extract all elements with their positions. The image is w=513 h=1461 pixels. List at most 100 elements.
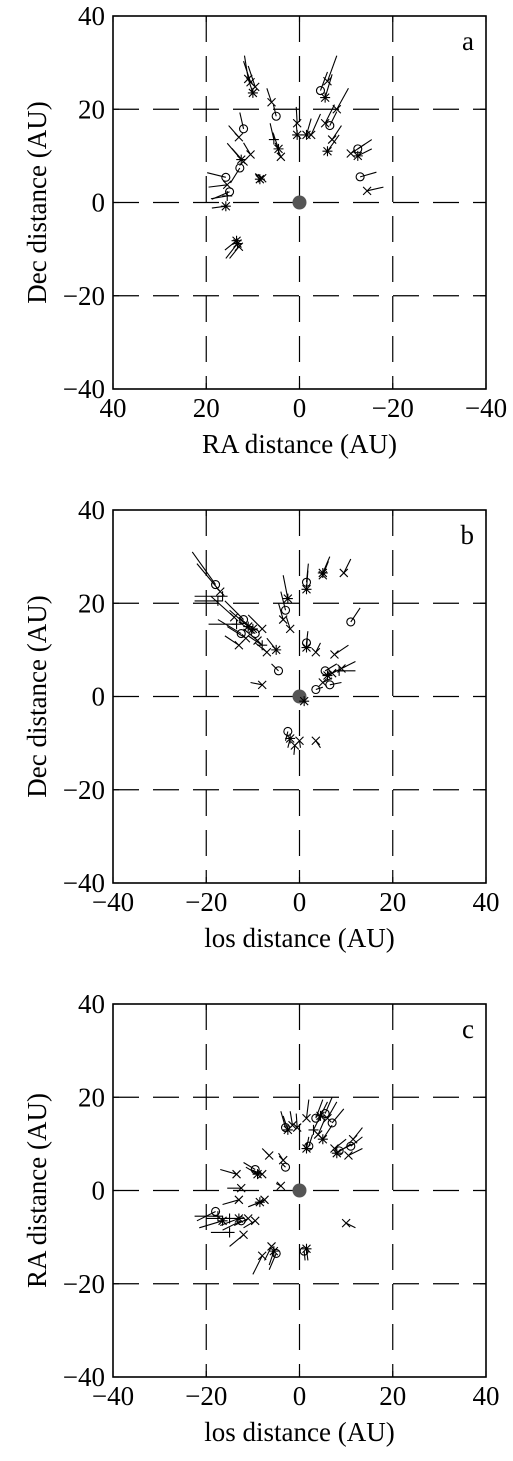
data-point xyxy=(327,1108,345,1128)
vector-line xyxy=(282,575,289,599)
y-tick-label: 0 xyxy=(92,682,106,712)
data-point xyxy=(194,1211,223,1222)
vector-line xyxy=(305,1099,310,1119)
asterisk-marker xyxy=(320,92,331,103)
y-tick-label: −20 xyxy=(63,775,105,805)
vector-line xyxy=(319,71,328,91)
cross-marker xyxy=(257,1251,267,1261)
vector-line xyxy=(317,1118,326,1135)
vector-line xyxy=(274,142,282,158)
asterisk-marker xyxy=(268,1246,279,1257)
cross-marker xyxy=(292,118,302,128)
data-point xyxy=(295,736,304,748)
cross-marker xyxy=(332,104,342,114)
x-tick-label: 20 xyxy=(193,393,220,423)
cross-marker xyxy=(362,186,372,196)
cross-marker xyxy=(250,1216,260,1226)
cross-marker xyxy=(323,76,332,86)
data-point xyxy=(210,1227,235,1238)
vector-line xyxy=(264,1246,273,1261)
vector-line xyxy=(324,663,338,672)
cross-marker xyxy=(285,624,295,634)
vector-line xyxy=(284,731,289,741)
vector-line xyxy=(269,123,275,140)
y-tick-label: 0 xyxy=(92,1176,106,1206)
data-point xyxy=(245,1166,263,1180)
circle-marker xyxy=(271,111,281,121)
asterisk-marker xyxy=(322,146,333,157)
data-point xyxy=(247,614,267,634)
asterisk-marker xyxy=(301,1143,312,1154)
data-point xyxy=(264,1242,276,1261)
asterisk-marker xyxy=(254,174,265,185)
data-point xyxy=(227,1183,246,1193)
asterisk-marker xyxy=(331,1148,342,1159)
data-point xyxy=(346,1136,363,1151)
vector-line xyxy=(338,1143,354,1152)
x-tick-label: 40 xyxy=(473,887,500,917)
data-point xyxy=(330,1138,347,1153)
x-tick-label: 20 xyxy=(379,1381,406,1411)
data-point xyxy=(325,111,338,131)
data-point xyxy=(301,118,312,140)
data-point xyxy=(353,139,373,154)
y-tick-label: −20 xyxy=(63,281,105,311)
plus-marker xyxy=(217,591,228,602)
cross-marker xyxy=(257,624,267,634)
vector-line xyxy=(191,551,217,585)
x-tick-label: −40 xyxy=(465,393,507,423)
asterisk-marker xyxy=(292,129,303,140)
asterisk-marker xyxy=(233,1213,244,1224)
vector-line xyxy=(208,184,228,188)
y-tick-label: 20 xyxy=(78,94,105,124)
vector-line xyxy=(312,1115,321,1131)
y-tick-label: 20 xyxy=(78,1082,105,1112)
vector-line xyxy=(293,745,296,755)
vector-line xyxy=(277,603,284,620)
asterisk-marker xyxy=(301,642,312,653)
asterisk-marker xyxy=(217,1215,228,1226)
vector-line xyxy=(308,1134,314,1147)
vector-line xyxy=(359,171,377,178)
data-point xyxy=(334,1143,354,1156)
circle-marker xyxy=(239,124,249,134)
cross-marker xyxy=(306,130,316,140)
y-tick-label: 20 xyxy=(78,588,105,618)
x-tick-label: 0 xyxy=(293,393,307,423)
cross-marker xyxy=(246,150,255,159)
vector-line xyxy=(250,681,263,686)
vector-line xyxy=(247,635,263,646)
vector-line xyxy=(341,661,356,670)
asterisk-marker xyxy=(252,1169,263,1180)
asterisk-marker xyxy=(322,670,333,681)
data-point xyxy=(274,142,286,162)
circle-marker xyxy=(320,1109,330,1119)
cross-marker xyxy=(267,97,276,107)
cross-marker xyxy=(276,1181,286,1191)
data-point xyxy=(268,1246,279,1266)
vector-line xyxy=(230,167,241,184)
vector-line xyxy=(280,591,287,611)
data-point xyxy=(220,1213,244,1226)
vector-line xyxy=(326,1101,338,1119)
data-point xyxy=(229,1230,248,1247)
data-point xyxy=(254,173,267,183)
vector-line xyxy=(324,1097,333,1114)
data-point xyxy=(231,148,248,166)
cross-marker xyxy=(257,680,267,690)
data-point xyxy=(210,595,239,622)
vector-line xyxy=(233,1217,249,1226)
asterisk-marker xyxy=(220,201,231,212)
center-dot xyxy=(292,195,307,210)
data-point xyxy=(243,55,253,84)
cross-marker xyxy=(295,736,304,746)
x-tick-label: 40 xyxy=(100,393,127,423)
cross-marker xyxy=(327,135,337,144)
cross-marker xyxy=(318,570,328,580)
vector-line xyxy=(280,1162,286,1168)
data-point xyxy=(317,1124,333,1145)
cross-marker xyxy=(341,1218,351,1228)
cross-marker xyxy=(257,1169,267,1179)
vector-line xyxy=(329,681,342,686)
data-point xyxy=(292,106,302,128)
